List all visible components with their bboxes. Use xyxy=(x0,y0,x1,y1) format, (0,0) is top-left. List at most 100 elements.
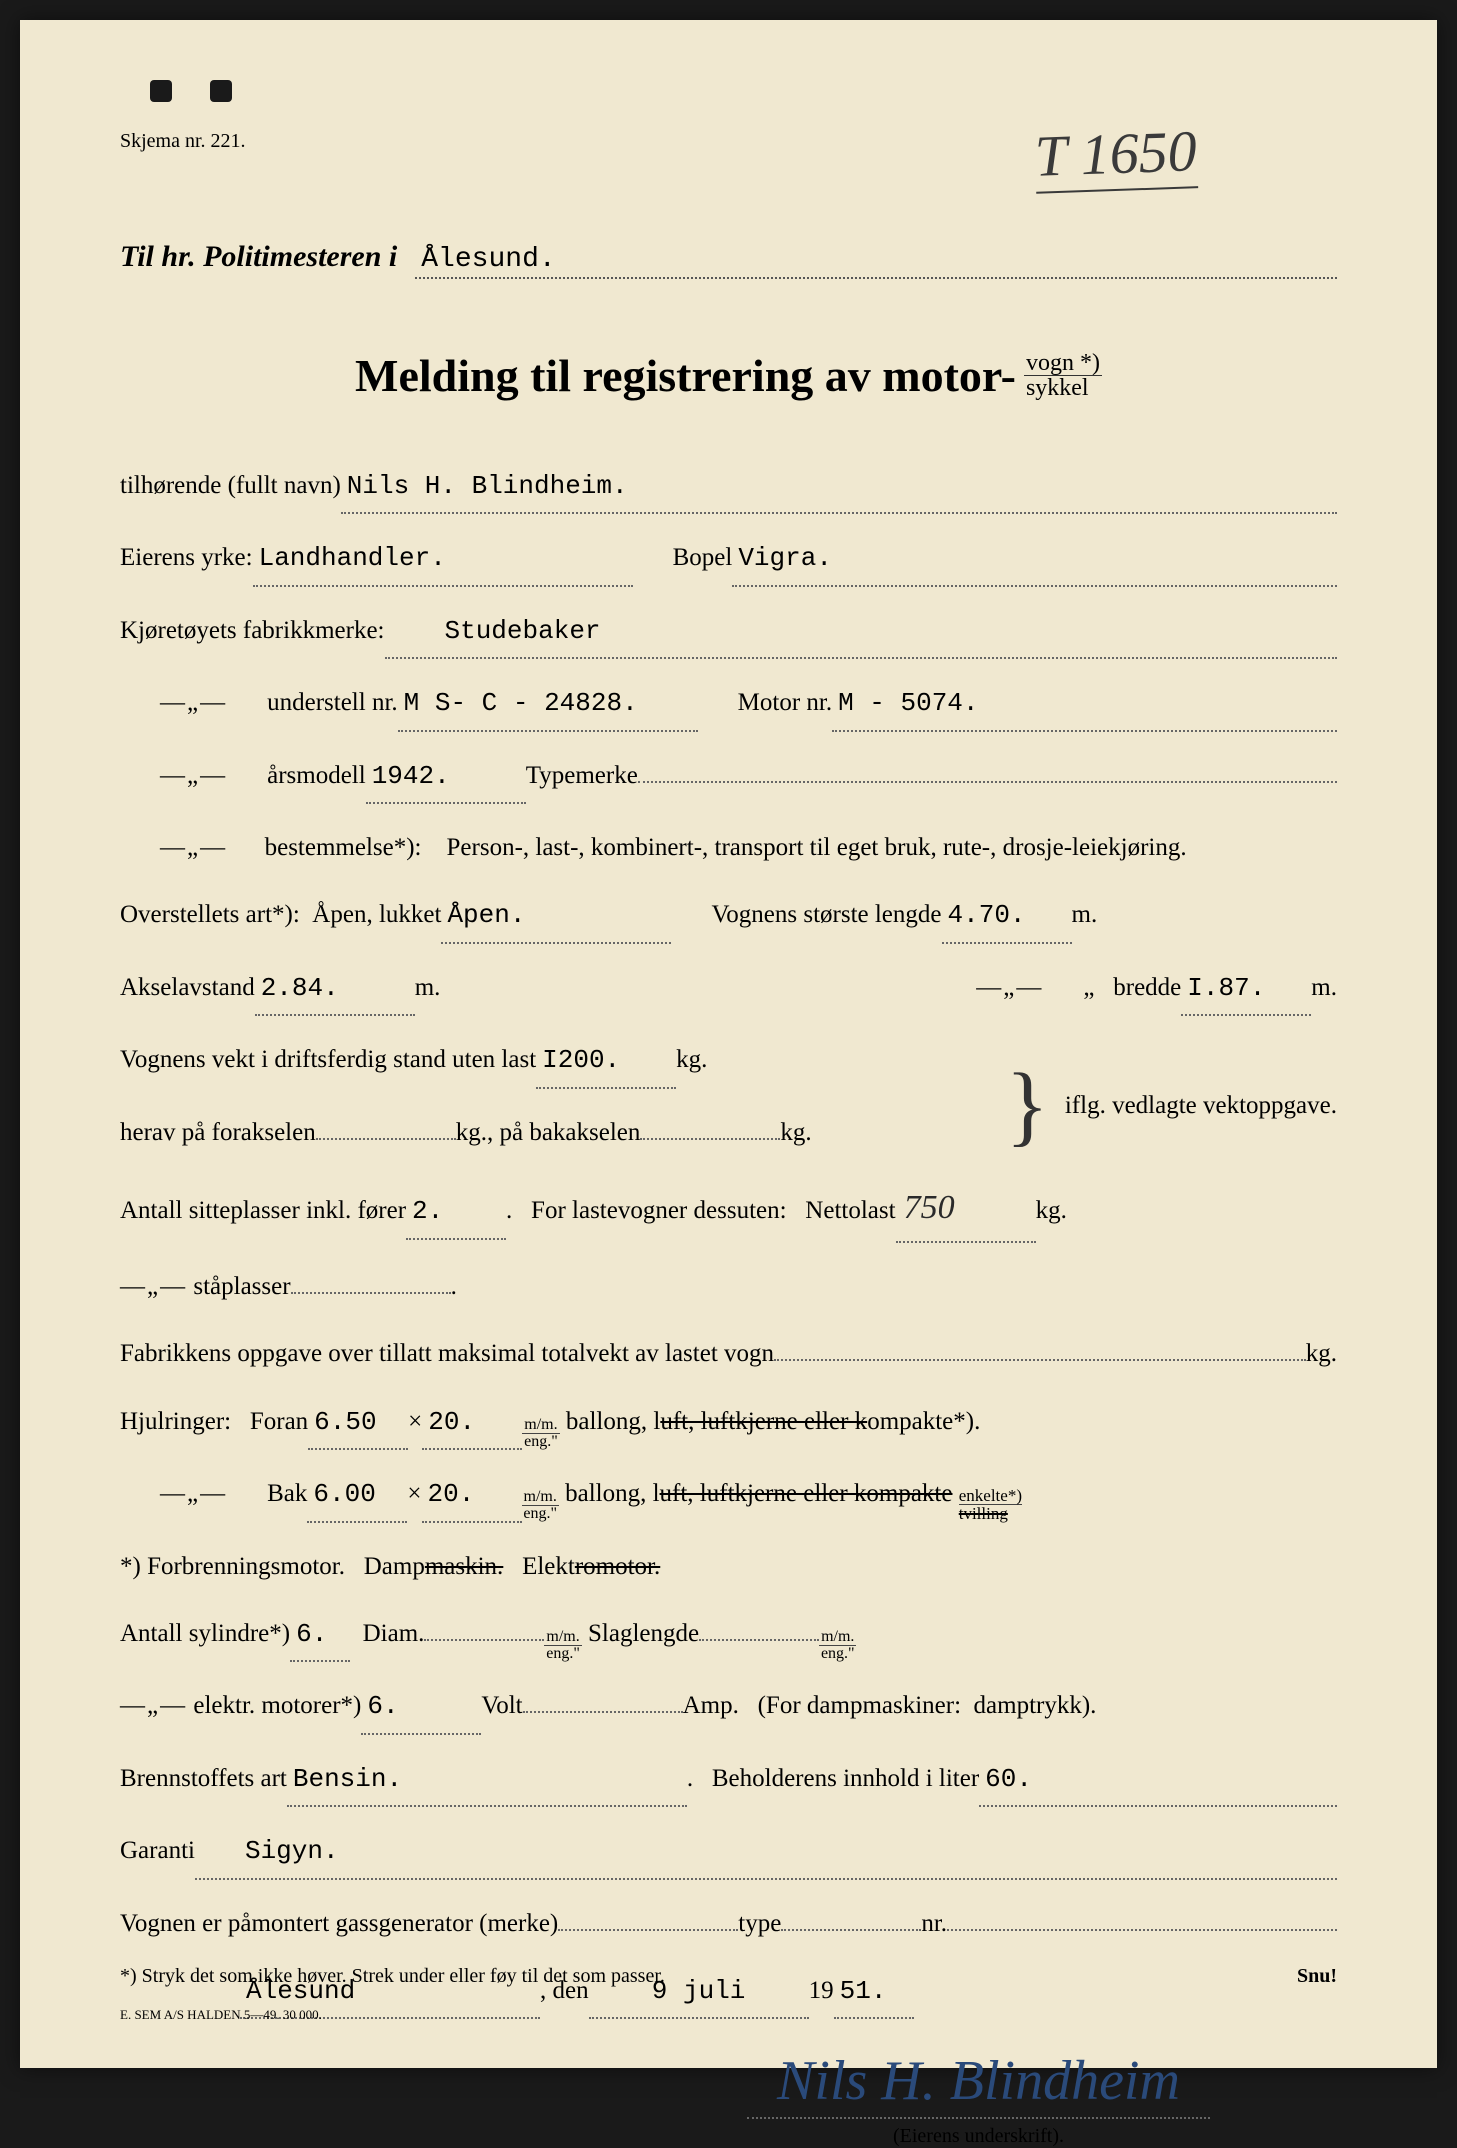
weight-brace-block: Vognens vekt i driftsferdig stand uten l… xyxy=(120,1036,1337,1176)
addressee-line: Til hr. Politimesteren i Ålesund. xyxy=(120,240,1337,279)
signature-block: Nils H. Blindheim (Eierens underskrift). xyxy=(120,2049,1337,2148)
length: 4.70. xyxy=(942,891,1072,943)
axle-row: herav på forakselen kg., på bakakselen k… xyxy=(120,1109,998,1157)
weight: I200. xyxy=(536,1036,676,1088)
tires-front-label: Hjulringer: Foran xyxy=(120,1398,308,1446)
curly-brace-icon: } xyxy=(998,1070,1057,1142)
weight-label: Vognens vekt i driftsferdig stand uten l… xyxy=(120,1036,536,1084)
purpose-label: bestemmelse*): xyxy=(265,834,422,861)
tires-rear-label: Bak xyxy=(267,1470,307,1518)
fuel: Bensin. xyxy=(287,1755,687,1807)
tire-suffix: ballong, l xyxy=(566,1398,660,1446)
ditto-mark: —„— xyxy=(120,1263,187,1311)
wheelbase-unit: m. xyxy=(415,964,441,1012)
motor-nr: M - 5074. xyxy=(832,679,1337,731)
mm-eng-fraction: m/m.eng." xyxy=(544,1629,581,1662)
gasgen-nr-label: nr. xyxy=(921,1900,947,1948)
axle-front-label: herav på forakselen xyxy=(120,1109,316,1157)
chassis-row: —„— understell nr. M S- C - 24828. Motor… xyxy=(120,679,1337,731)
amp-label: Amp. (For dampmaskiner: damptrykk). xyxy=(683,1682,1097,1730)
weight-note: iflg. vedlagte vektoppgave. xyxy=(1057,1092,1337,1120)
ditto-mark: —„— xyxy=(976,964,1043,1012)
electric-row: —„— elektr. motorer*) 6. Volt Amp. (For … xyxy=(120,1682,1337,1734)
addressee-prefix: Til hr. Politimesteren i xyxy=(120,240,397,274)
length-unit: m. xyxy=(1072,891,1098,939)
footnote-text: *) Stryk det som ikke høver. Strek under… xyxy=(120,1965,665,1988)
tires-rear-row: —„— Bak 6.00 × 20. m/m.eng." ballong, lu… xyxy=(120,1470,1337,1522)
weight-unit: kg. xyxy=(676,1036,707,1084)
gasgen-make xyxy=(558,1928,738,1931)
punch-mark xyxy=(150,80,172,102)
bodytype: Åpen. xyxy=(441,891,671,943)
title-fraction: vogn *) sykkel xyxy=(1024,351,1102,400)
typemark xyxy=(638,780,1337,783)
form-number: Skjema nr. 221. xyxy=(120,130,246,153)
diam-label: Diam. xyxy=(363,1610,425,1658)
tank: 60. xyxy=(979,1755,1337,1807)
volt-label: Volt xyxy=(481,1682,522,1730)
wheelbase: 2.84. xyxy=(255,964,415,1016)
width: I.87. xyxy=(1181,964,1311,1016)
width-label: bredde xyxy=(1113,964,1181,1012)
title-frac-top: vogn *) xyxy=(1024,351,1102,376)
struck-text: romotor. xyxy=(575,1543,660,1591)
tire-suffix: ballong, l xyxy=(565,1470,659,1518)
multiply-icon: × xyxy=(408,1398,422,1446)
mm-eng-fraction: m/m.eng." xyxy=(522,1489,559,1522)
standing xyxy=(291,1291,451,1294)
gasgen-label: Vognen er påmontert gassgenerator (merke… xyxy=(120,1900,558,1948)
residence-label: Bopel xyxy=(673,534,733,582)
seats-label: Antall sitteplasser inkl. fører xyxy=(120,1187,406,1235)
maxweight-unit: kg. xyxy=(1306,1330,1337,1378)
engine-type-label: *) Forbrenningsmotor. Damp xyxy=(120,1543,425,1591)
owner-name-label: tilhørende (fullt navn) xyxy=(120,462,341,510)
elec-value: 6. xyxy=(361,1682,481,1734)
fuel-label: Brennstoffets art xyxy=(120,1755,287,1803)
guarantee-label: Garanti xyxy=(120,1827,195,1875)
ditto-mark: —„— xyxy=(120,1682,187,1730)
mm-eng-fraction: m/m.eng." xyxy=(819,1629,856,1662)
tire-rear-b: 20. xyxy=(422,1470,522,1522)
year-row: —„— årsmodell 1942. Typemerke xyxy=(120,752,1337,804)
owner-name: Nils H. Blindheim. xyxy=(341,462,1337,514)
purpose-row: —„— bestemmelse*): Person-, last-, kombi… xyxy=(120,824,1337,872)
volt xyxy=(523,1710,683,1713)
year-label: årsmodell xyxy=(267,752,366,800)
struck-text: uft, luftkjerne eller k xyxy=(660,1398,867,1446)
gasgen-nr xyxy=(947,1928,1337,1931)
tank-label: . Beholderens innhold i liter xyxy=(687,1755,979,1803)
bodytype-label: Overstellets art*): Åpen, lukket xyxy=(120,891,441,939)
title-main: Melding til registrering av motor- xyxy=(355,349,1016,402)
stroke xyxy=(699,1638,819,1641)
ditto-mark: —„— xyxy=(160,834,227,861)
tires-front-row: Hjulringer: Foran 6.50 × 20. m/m.eng." b… xyxy=(120,1398,1337,1450)
handwritten-reference-number: T 1650 xyxy=(1034,117,1198,194)
maxweight xyxy=(774,1358,1306,1361)
struck-text: maskin. xyxy=(425,1543,503,1591)
guarantee: Sigyn. xyxy=(195,1827,1337,1879)
axle-rear-label: kg., på bakakselen xyxy=(456,1109,641,1157)
multiply-icon: × xyxy=(407,1470,421,1518)
cylinders: 6. xyxy=(290,1610,350,1662)
struck-text: uft, luftkjerne eller kompakte xyxy=(660,1470,953,1518)
tire-rear-a: 6.00 xyxy=(307,1470,407,1522)
chassis-label: understell nr. xyxy=(267,679,398,727)
residence: Vigra. xyxy=(732,534,1337,586)
fuel-row: Brennstoffets art Bensin. . Beholderens … xyxy=(120,1755,1337,1807)
gasgen-type xyxy=(781,1928,921,1931)
owner-name-row: tilhørende (fullt navn) Nils H. Blindhei… xyxy=(120,462,1337,514)
signature-caption: (Eierens underskrift). xyxy=(620,2125,1337,2148)
cargo-unit: kg. xyxy=(1036,1187,1067,1235)
punch-mark xyxy=(210,80,232,102)
weight-row: Vognens vekt i driftsferdig stand uten l… xyxy=(120,1036,998,1088)
addressee-city: Ålesund. xyxy=(415,244,1337,279)
occupation: Landhandler. xyxy=(253,534,633,586)
make-row: Kjøretøyets fabrikkmerke: Studebaker xyxy=(120,607,1337,659)
occupation-label: Eierens yrke: xyxy=(120,534,253,582)
owner-occupation-row: Eierens yrke: Landhandler. Bopel Vigra. xyxy=(120,534,1337,586)
cargo-label: . For lastevogner dessuten: Nettolast xyxy=(506,1187,896,1235)
standing-row: —„— ståplasser . xyxy=(120,1263,1337,1311)
make-label: Kjøretøyets fabrikkmerke: xyxy=(120,607,385,655)
ditto-mark: —„— xyxy=(160,1470,227,1518)
wheelbase-label: Akselavstand xyxy=(120,964,255,1012)
